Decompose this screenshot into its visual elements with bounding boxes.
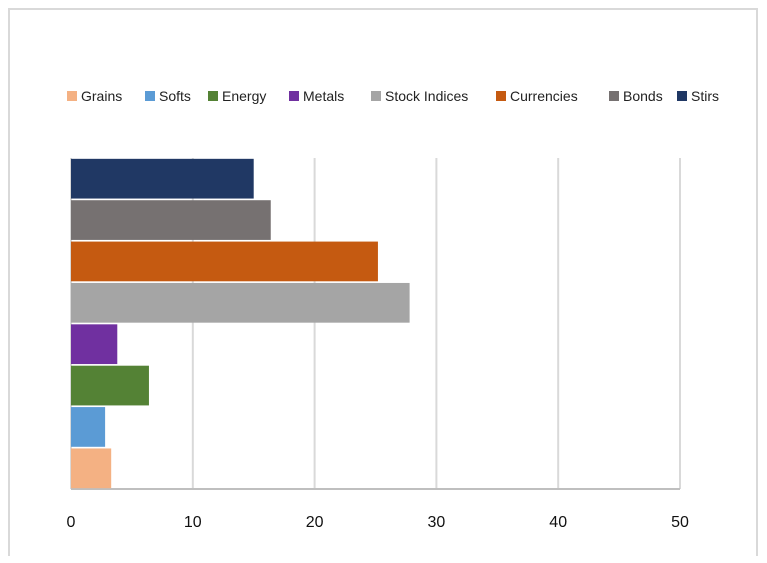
bar-energy (71, 365, 149, 406)
legend-item: Energy (208, 88, 266, 104)
legend-label: Grains (81, 88, 122, 104)
legend-swatch (371, 91, 381, 101)
legend-item: Softs (145, 88, 191, 104)
legend-swatch (289, 91, 299, 101)
legend-swatch (145, 91, 155, 101)
legend-swatch (609, 91, 619, 101)
legend-label: Softs (159, 88, 191, 104)
bar-metals (71, 324, 118, 365)
legend-label: Energy (222, 88, 266, 104)
bars (71, 158, 410, 489)
legend: Grains Softs Energy Metals Stock Indices Curr… (67, 88, 719, 104)
x-tick-label: 40 (549, 514, 567, 531)
legend-item: Stirs (677, 88, 719, 104)
legend-swatch (67, 91, 77, 101)
legend-swatch (208, 91, 218, 101)
legend-label: Currencies (510, 88, 578, 104)
legend-item: Currencies (496, 88, 578, 104)
legend-item: Metals (289, 88, 344, 104)
chart-frame (8, 8, 758, 556)
x-tick-label: 50 (671, 514, 689, 531)
x-tick-label: 30 (428, 514, 446, 531)
legend-swatch (677, 91, 687, 101)
legend-label: Stock Indices (385, 88, 468, 104)
x-tick-label: 10 (184, 514, 202, 531)
x-tick-label: 20 (306, 514, 324, 531)
legend-item: Grains (67, 88, 122, 104)
legend-label: Stirs (691, 88, 719, 104)
legend-label: Metals (303, 88, 344, 104)
bar-currencies (71, 241, 378, 282)
bar-stock-indices (71, 282, 410, 323)
bar-stirs (71, 158, 254, 199)
x-axis-ticks: 0 10 20 30 40 50 (67, 514, 689, 531)
legend-item: Bonds (609, 88, 663, 104)
bar-grains (71, 448, 112, 489)
legend-label: Bonds (623, 88, 663, 104)
x-tick-label: 0 (67, 514, 76, 531)
legend-swatch (496, 91, 506, 101)
legend-item: Stock Indices (371, 88, 468, 104)
bar-softs (71, 407, 106, 447)
bar-bonds (71, 200, 271, 240)
